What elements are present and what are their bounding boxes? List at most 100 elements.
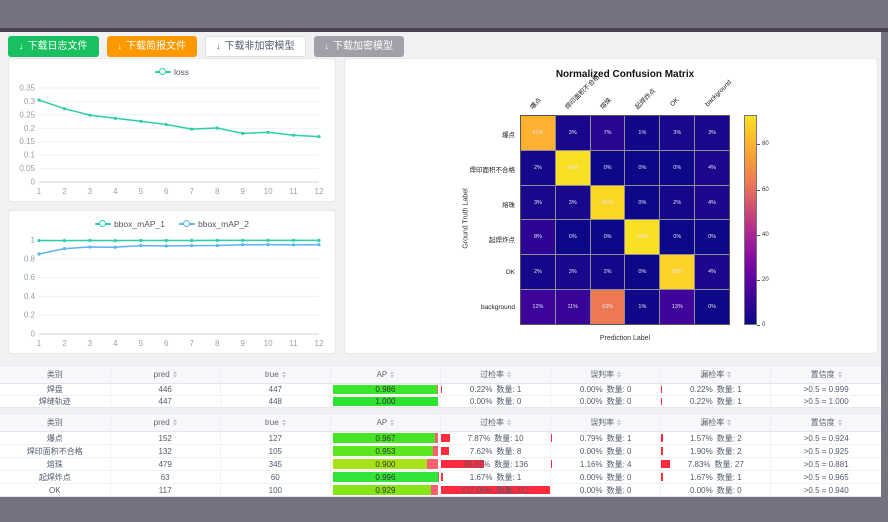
- column-header-误判率[interactable]: 误判率: [550, 366, 662, 384]
- colorbar-tick-label: 80: [762, 141, 769, 148]
- svg-text:5: 5: [139, 339, 144, 348]
- svg-text:3: 3: [88, 339, 93, 348]
- column-header-AP[interactable]: AP: [330, 366, 442, 384]
- column-header-label: 漏检率: [700, 370, 725, 379]
- sort-icon[interactable]: [617, 419, 622, 427]
- content-area: ↓ 下载日志文件 ↓ 下载简报文件 ↓ 下载非加密模型 ↓ 下载加密模型 loss 0 0.05…: [0, 32, 881, 497]
- table-row: 焊印面积不合格 132 105 0.953 7.62% 数量: 8 0.00% 数量: 0…: [0, 444, 881, 458]
- column-header-pred[interactable]: pred: [110, 414, 221, 432]
- cell-true: 447: [220, 383, 331, 396]
- cm-cell-1-0: 2%: [521, 150, 555, 185]
- sort-icon[interactable]: [617, 371, 622, 379]
- ap-bar: [332, 485, 431, 495]
- confusion-matrix-ylabel: Ground Truth Label: [462, 188, 470, 249]
- cm-row-label: 起焊炸点: [489, 237, 515, 244]
- column-header-label: 置信度: [810, 418, 835, 427]
- column-header-true[interactable]: true: [220, 366, 331, 384]
- cell-misjudge: 1.16% 数量: 4: [550, 457, 662, 471]
- rate-bar: [661, 472, 664, 482]
- rate-value: 117.00% 数量: 117: [461, 485, 530, 495]
- column-header-漏检率[interactable]: 漏检率: [660, 366, 772, 384]
- column-header-AP[interactable]: AP: [330, 414, 442, 432]
- legend-item-loss[interactable]: loss: [154, 67, 189, 77]
- cell-misjudge: 0.00% 数量: 0: [550, 483, 662, 496]
- confusion-matrix-colorbar: [744, 115, 757, 325]
- svg-text:0.1: 0.1: [24, 151, 36, 160]
- rate-bar: [441, 485, 550, 495]
- ap-bar-remainder: [433, 446, 438, 456]
- column-header-置信度[interactable]: 置信度: [770, 366, 881, 384]
- sort-icon[interactable]: [390, 371, 395, 379]
- cell-over-detection: 39.42% 数量: 136: [440, 457, 552, 471]
- map-chart[interactable]: 0 0.2 0.4 0.6 0.8 1 1 2 3 4 5 6 7 8 9 10 11 12: [9, 234, 335, 355]
- cm-cell-5-4: 13%: [660, 290, 695, 324]
- column-header-pred[interactable]: pred: [110, 366, 221, 384]
- cell-ap: 0.996: [330, 470, 442, 484]
- cm-cell-2-5: 4%: [695, 185, 729, 220]
- sort-icon[interactable]: [172, 371, 177, 379]
- column-header-true[interactable]: true: [220, 414, 331, 432]
- sort-icon[interactable]: [281, 371, 286, 379]
- cm-cell-3-1: 0%: [555, 220, 590, 255]
- confusion-matrix-xlabel: Prediction Label: [599, 335, 651, 342]
- ap-bar-remainder: [436, 385, 438, 394]
- download-log-file-button[interactable]: ↓ 下载日志文件: [8, 36, 99, 57]
- column-header-漏检率[interactable]: 漏检率: [660, 414, 772, 432]
- sort-icon[interactable]: [390, 419, 395, 427]
- cell-confidence: >0.5 = 0.940: [803, 485, 849, 495]
- cm-cell-4-5: 4%: [695, 255, 729, 290]
- ap-value: 0.929: [375, 485, 396, 495]
- cm-cell-2-3: 0%: [625, 185, 660, 220]
- svg-text:11: 11: [289, 339, 298, 348]
- cm-cell-1-3: 0%: [625, 150, 660, 185]
- svg-text:0.2: 0.2: [24, 311, 36, 320]
- rate-value: 1.67% 数量: 1: [469, 472, 522, 482]
- svg-text:5: 5: [139, 187, 144, 196]
- sort-icon[interactable]: [837, 371, 842, 379]
- sort-icon[interactable]: [281, 419, 286, 427]
- download-report-file-button[interactable]: ↓ 下载简报文件: [106, 36, 197, 57]
- cell-pred: 446: [110, 383, 221, 396]
- cm-cell-4-2: 2%: [590, 255, 625, 290]
- download-unencrypted-model-button[interactable]: ↓ 下载非加密模型: [205, 36, 306, 57]
- ap-value: 0.953: [375, 446, 396, 456]
- column-header-置信度[interactable]: 置信度: [770, 414, 881, 432]
- cell-misjudge: 0.79% 数量: 1: [550, 431, 662, 445]
- sort-icon[interactable]: [727, 419, 732, 427]
- cm-cell-5-1: 11%: [555, 290, 590, 324]
- column-header-label: AP: [376, 418, 388, 427]
- svg-text:0.8: 0.8: [24, 254, 36, 263]
- sort-icon[interactable]: [507, 371, 512, 379]
- svg-text:7: 7: [190, 339, 195, 348]
- cell-miss-detection: 1.67% 数量: 1: [660, 470, 772, 484]
- sort-icon[interactable]: [837, 419, 842, 427]
- download-encrypted-model-button[interactable]: ↓ 下载加密模型: [313, 36, 404, 57]
- rate-value: 0.00% 数量: 0: [579, 446, 632, 456]
- download-icon: ↓: [19, 41, 24, 51]
- cell-miss-detection: 0.22% 数量: 1: [660, 383, 772, 396]
- cm-cell-0-3: 1%: [625, 116, 660, 150]
- sort-icon[interactable]: [507, 419, 512, 427]
- cm-cell-0-1: 3%: [555, 116, 590, 150]
- svg-text:3: 3: [88, 187, 93, 196]
- rate-bar: [661, 446, 664, 456]
- table-row: OK 117 100 0.929 117.00% 数量: 117 0.00% 数量: 0 0…: [0, 483, 881, 496]
- column-header-过检率[interactable]: 过检率: [440, 366, 552, 384]
- cell-class: OK: [0, 483, 111, 496]
- legend-item-bbox_mAP_2[interactable]: bbox_mAP_2: [179, 219, 249, 229]
- sort-icon[interactable]: [727, 371, 732, 379]
- rate-bar: [661, 397, 663, 406]
- legend-item-bbox_mAP_1[interactable]: bbox_mAP_1: [94, 219, 165, 229]
- column-header-误判率[interactable]: 误判率: [550, 414, 662, 432]
- sort-icon[interactable]: [172, 419, 177, 427]
- svg-text:4: 4: [113, 187, 118, 196]
- column-header-过检率[interactable]: 过检率: [440, 414, 552, 432]
- series-line-bbox_mAP_2: [38, 243, 320, 255]
- svg-text:1: 1: [31, 236, 36, 245]
- table-row: 熔珠 479 345 0.900 39.42% 数量: 136 1.16% 数量: 4 7.…: [0, 457, 881, 471]
- loss-chart[interactable]: 0 0.05 0.1 0.15 0.2 0.25 0.3 0.35 1 2 3 4 5 6 7 8 9 10 11 1…: [9, 82, 335, 203]
- cell-pred: 132: [110, 444, 221, 458]
- ap-bar: [332, 397, 438, 406]
- cm-row-label: OK: [505, 269, 515, 276]
- legend-line-icon: [179, 220, 195, 228]
